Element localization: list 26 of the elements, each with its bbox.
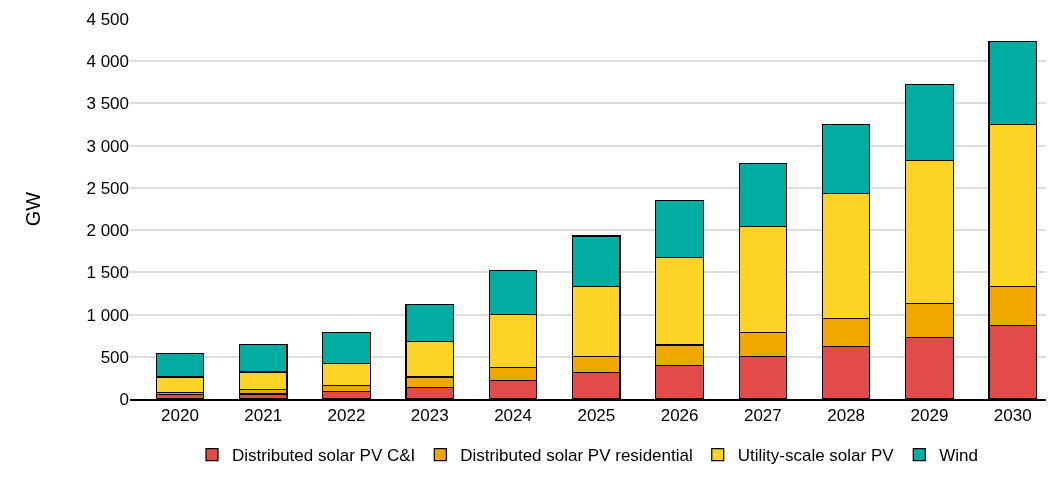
y-tick-label: 4 000 [86, 52, 129, 72]
legend-label: Distributed solar PV C&I [232, 446, 416, 466]
x-tick-label: 2030 [993, 406, 1032, 426]
x-tick-label: 2022 [327, 406, 366, 426]
y-tick-label: 0 [119, 389, 129, 409]
x-tick-label: 2021 [244, 406, 283, 426]
y-axis-title: GW [21, 191, 44, 227]
x-tick-label: 2025 [577, 406, 616, 426]
y-tick-label: 2 000 [86, 221, 129, 241]
y-tick-label: 500 [100, 347, 129, 367]
legend-label: Wind [939, 446, 979, 466]
y-tick-label: 1 500 [86, 263, 129, 283]
x-tick-label: 2029 [910, 406, 949, 426]
x-tick-label: 2020 [161, 406, 199, 426]
y-tick-label: 3 500 [86, 94, 129, 114]
x-tick-label: 2023 [410, 406, 449, 426]
y-tick-label: 1 000 [86, 305, 129, 325]
y-tick-label: 4 500 [86, 9, 129, 29]
legend-label: Utility-scale solar PV [737, 446, 895, 466]
y-tick-label: 2 500 [86, 178, 129, 198]
x-tick-label: 2027 [743, 406, 782, 426]
legend-label: Distributed solar PV residential [460, 446, 693, 466]
y-tick-label: 3 000 [86, 136, 129, 156]
x-tick-label: 2026 [660, 406, 699, 426]
x-tick-label: 2024 [494, 406, 532, 426]
x-tick-label: 2028 [827, 406, 866, 426]
